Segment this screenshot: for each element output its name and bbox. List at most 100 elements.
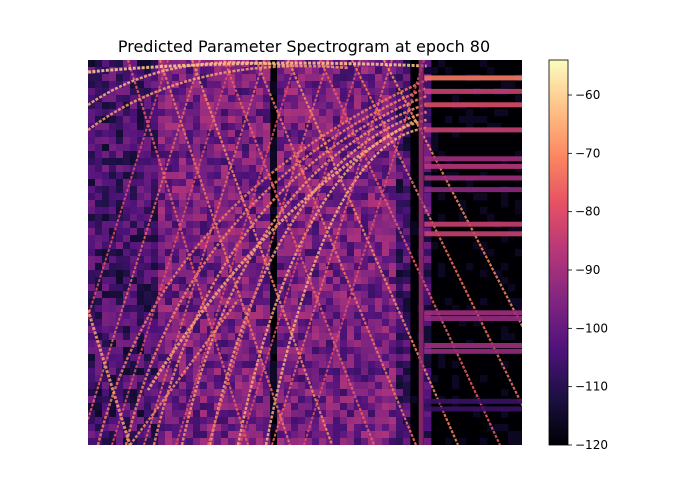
spectrogram-cell [158,109,165,116]
spectrogram-cell [151,256,158,263]
spectrogram-cell [242,354,249,361]
spectrogram-cell [228,137,235,144]
spectrogram-cell [375,403,382,410]
spectrogram-cell [88,130,95,137]
spectrogram-cell [501,81,508,88]
spectrogram-cell [193,137,200,144]
horizontal-band [424,164,522,169]
spectrogram-cell [263,214,270,221]
spectrogram-cell [459,116,466,123]
spectrogram-cell [361,382,368,389]
spectrogram-cell [347,354,354,361]
horizontal-band [424,75,522,80]
spectrogram-cell [144,403,151,410]
spectrogram-cell [102,60,109,67]
spectrogram-cell [333,410,340,417]
spectrogram-cell [158,319,165,326]
spectrogram-cell [242,95,249,102]
spectrogram-cell [158,347,165,354]
spectrogram-cell [319,354,326,361]
spectrogram-cell [284,256,291,263]
spectrogram-cell [116,179,123,186]
spectrogram-cell [347,109,354,116]
spectrogram-cell [249,165,256,172]
spectrogram-cell [452,361,459,368]
spectrogram-cell [403,368,410,375]
spectrogram-cell [123,130,130,137]
spectrogram-cell [172,319,179,326]
spectrogram-cell [151,123,158,130]
spectrogram-cell [291,95,298,102]
spectrogram-cell [354,340,361,347]
spectrogram-cell [200,431,207,438]
spectrogram-cell [312,340,319,347]
spectrogram-cell [382,228,389,235]
spectrogram-cell [354,382,361,389]
spectrogram-cell [102,396,109,403]
colorbar-ticks: −60−70−80−90−100−110−120 [568,88,608,452]
spectrogram-cell [151,186,158,193]
spectrogram-cell [298,403,305,410]
spectrogram-cell [95,151,102,158]
spectrogram-cell [130,298,137,305]
spectrogram-cell [312,424,319,431]
spectrogram-cell [95,249,102,256]
spectrogram-cell [158,305,165,312]
spectrogram-cell [424,438,431,445]
spectrogram-cell [165,438,172,445]
spectrogram-cell [494,109,501,116]
spectrogram-cell [151,242,158,249]
spectrogram-cell [305,81,312,88]
spectrogram-cell [368,410,375,417]
spectrogram-cell [130,123,137,130]
spectrogram-cell [144,179,151,186]
spectrogram-cell [116,151,123,158]
spectrogram-cell [179,389,186,396]
spectrogram-cell [382,221,389,228]
spectrogram-cell [193,403,200,410]
spectrogram-cell [473,193,480,200]
spectrogram-cell [123,172,130,179]
spectrogram-cell [193,438,200,445]
spectrogram-cell [95,403,102,410]
spectrogram-cell [375,361,382,368]
spectrogram-cell [95,165,102,172]
spectrogram-cell [277,340,284,347]
spectrogram-cell [256,410,263,417]
spectrogram-cell [179,144,186,151]
spectrogram-cell [333,375,340,382]
spectrogram-cell [88,151,95,158]
spectrogram-cell [249,74,256,81]
spectrogram-cell [228,410,235,417]
spectrogram-cell [109,60,116,67]
spectrogram-cell [424,242,431,249]
spectrogram-cell [102,186,109,193]
spectrogram-cell [396,172,403,179]
spectrogram-cell [361,179,368,186]
spectrogram-cell [172,396,179,403]
spectrogram-cell [88,193,95,200]
spectrogram-cell [88,375,95,382]
spectrogram-cell [116,144,123,151]
spectrogram-cell [508,431,515,438]
spectrogram-cell [256,438,263,445]
spectrogram-cell [403,284,410,291]
spectrogram-cell [130,200,137,207]
spectrogram-cell [109,207,116,214]
spectrogram-cell [95,207,102,214]
spectrogram-cell [109,221,116,228]
spectrogram-cell [396,417,403,424]
spectrogram-cell [284,102,291,109]
spectrogram-cell [487,67,494,74]
spectrogram-cell [207,417,214,424]
spectrogram-cell [102,312,109,319]
spectrogram-cell [193,130,200,137]
spectrogram-cell [221,410,228,417]
spectrogram-cell [186,130,193,137]
spectrogram-cell [347,410,354,417]
spectrogram-cell [144,102,151,109]
spectrogram-cell [200,389,207,396]
spectrogram-cell [214,179,221,186]
spectrogram-cell [214,158,221,165]
spectrogram-cell [277,249,284,256]
